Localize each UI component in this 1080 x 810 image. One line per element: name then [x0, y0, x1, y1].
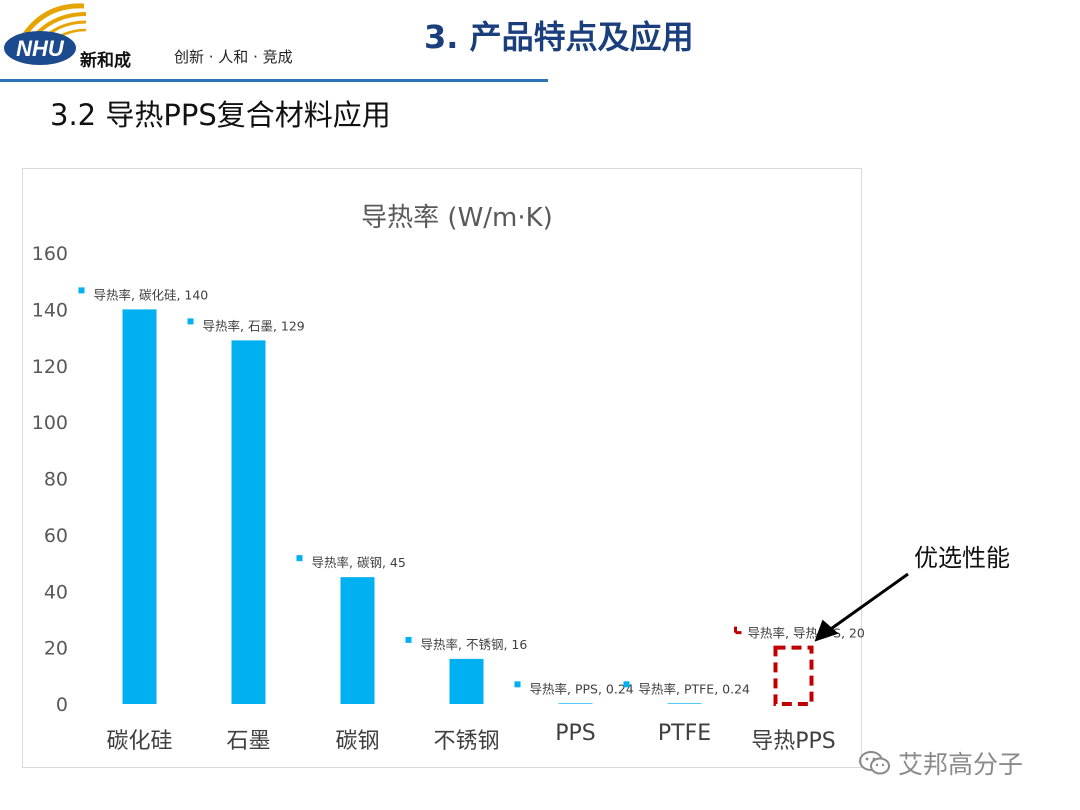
data-label-marker — [296, 555, 303, 562]
callout-arrow-head — [814, 619, 839, 642]
data-label: 导热率, PTFE, 0.24 — [639, 681, 751, 696]
y-tick-label: 20 — [44, 638, 68, 660]
x-tick-label: 石墨 — [226, 729, 270, 754]
y-tick-label: 80 — [44, 469, 68, 491]
bar — [122, 309, 157, 704]
data-label: 导热率, 石墨, 129 — [203, 318, 305, 333]
data-label-marker — [405, 636, 412, 643]
y-axis: 0 20 40 60 80 100 120 140 160 — [32, 243, 68, 716]
x-tick-label: PPS — [555, 721, 596, 746]
bar — [340, 577, 375, 704]
data-label: 导热率, 碳化硅, 140 — [94, 287, 209, 302]
x-tick-label: 碳钢 — [335, 729, 379, 754]
bar — [231, 340, 266, 704]
watermark-text: 艾邦高分子 — [898, 750, 1024, 779]
brand-name: 新和成 — [80, 50, 131, 71]
y-tick-label: 120 — [32, 356, 68, 378]
bars-group — [122, 309, 814, 706]
highlight-group — [814, 572, 909, 642]
bar — [558, 703, 593, 704]
chart-title: 导热率 (W/m·K) — [361, 203, 553, 233]
logo-ellipse — [4, 31, 76, 65]
y-tick-label: 100 — [32, 412, 68, 434]
x-tick-label: PTFE — [658, 721, 711, 746]
header-divider — [0, 79, 548, 82]
bar — [667, 703, 702, 704]
y-tick-label: 160 — [32, 243, 68, 265]
watermark: 艾邦高分子 — [858, 745, 1023, 781]
x-tick-label: 不锈钢 — [433, 729, 499, 754]
data-label-marker — [78, 287, 85, 294]
data-label-marker — [734, 626, 742, 635]
wechat-icon — [859, 751, 890, 775]
x-tick-label: 导热PPS — [751, 729, 836, 754]
data-label: 导热率, PPS, 0.24 — [530, 681, 634, 696]
data-label-marker — [623, 681, 630, 688]
data-label-marker — [514, 681, 521, 688]
page-title: 3. 产品特点及应用 — [424, 18, 694, 56]
highlight-bar — [773, 645, 814, 706]
data-labels-group: 导热率, 碳化硅, 140 导热率, 石墨, 129 导热率, 碳钢, 45 导热率,… — [78, 287, 865, 696]
callout-arrow-line — [827, 572, 909, 632]
section-title: 3.2 导热PPS复合材料应用 — [50, 98, 391, 132]
data-label-marker — [187, 318, 194, 325]
data-label: 导热率, 不锈钢, 16 — [421, 637, 528, 652]
x-tick-label: 碳化硅 — [106, 729, 172, 754]
y-tick-label: 140 — [32, 299, 68, 321]
chart-frame — [22, 168, 862, 768]
data-label: 导热率, 碳钢, 45 — [312, 555, 406, 570]
y-tick-label: 40 — [44, 581, 68, 603]
y-tick-label: 60 — [44, 525, 68, 547]
bar — [449, 658, 484, 704]
callout-label: 优选性能 — [914, 544, 1010, 572]
data-label: 导热率, 导热PPS, 20 — [748, 626, 865, 641]
x-axis: 碳化硅 石墨 碳钢 不锈钢 PPS PTFE 导热PPS — [106, 721, 835, 754]
slogan: 创新 · 人和 · 竞成 — [174, 48, 293, 66]
logo-text: NHU — [16, 36, 65, 61]
y-tick-label: 0 — [56, 694, 68, 716]
nhu-logo: NHU 新和成 — [4, 3, 131, 71]
